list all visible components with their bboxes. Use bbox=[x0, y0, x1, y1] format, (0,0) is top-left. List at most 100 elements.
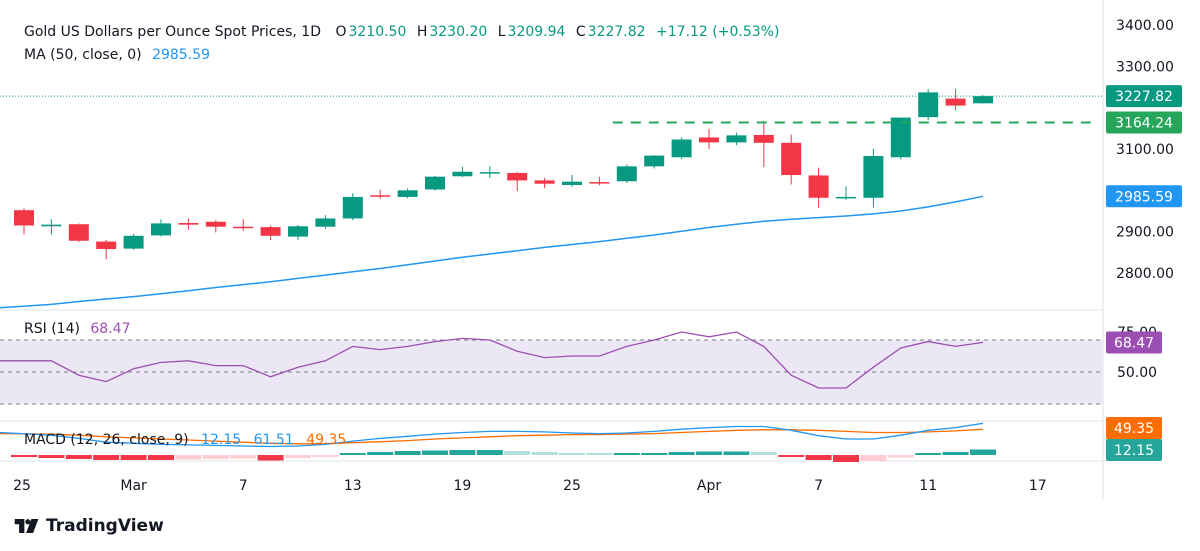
macd-legend: MACD (12, 26, close, 9) 12.15 61.51 49.3… bbox=[24, 432, 348, 448]
open-label: O bbox=[335, 24, 347, 40]
ma-layer bbox=[0, 195, 984, 309]
rsi-label: RSI (14) bbox=[24, 321, 80, 337]
macd-histogram-bar bbox=[230, 455, 257, 459]
price-tick-label: 3400.00 bbox=[1116, 18, 1174, 34]
candle-body bbox=[205, 221, 226, 227]
macd-value: 12.15 bbox=[201, 432, 242, 448]
candle-body bbox=[68, 224, 89, 241]
macd-histogram-bar bbox=[915, 453, 942, 455]
candle-body bbox=[370, 195, 391, 197]
level-price-tag-bg bbox=[1106, 111, 1182, 134]
candle-body bbox=[836, 196, 856, 199]
macd-line bbox=[0, 422, 984, 448]
candle-body bbox=[863, 156, 884, 198]
macd-histogram-bar bbox=[942, 452, 969, 455]
candle-body bbox=[918, 92, 939, 118]
macd-histogram-bar bbox=[394, 451, 421, 455]
macd-histogram-bar bbox=[613, 453, 640, 455]
grid-layer bbox=[0, 0, 1104, 500]
level-price-tag: 3164.24 bbox=[1115, 115, 1173, 131]
macd-histogram-bar bbox=[668, 452, 695, 455]
time-tick-label: 17 bbox=[1029, 478, 1047, 494]
macd-histogram-bar bbox=[120, 455, 147, 460]
candle-body bbox=[342, 196, 363, 219]
rsi-band bbox=[0, 340, 1103, 404]
ma-price-tag-bg bbox=[1106, 185, 1182, 208]
candle-body bbox=[123, 235, 144, 249]
last-price-tag-bg bbox=[1106, 85, 1182, 108]
macd-hist-tag-bg bbox=[1106, 417, 1162, 439]
macd-histogram-bar bbox=[449, 450, 476, 455]
price-tick-label: 2800.00 bbox=[1116, 266, 1174, 282]
time-tick-label: Mar bbox=[120, 478, 147, 494]
macd-value-tag: 12.15 bbox=[1114, 443, 1154, 459]
ma-line bbox=[0, 195, 984, 309]
macd-histogram-bar bbox=[833, 455, 859, 462]
time-tick-label: 7 bbox=[239, 478, 248, 494]
candle-body bbox=[562, 181, 582, 185]
candle-body bbox=[288, 226, 308, 237]
time-tick-label: 25 bbox=[563, 478, 581, 494]
macd-histogram-bar bbox=[285, 455, 311, 458]
price-tick-label: 3100.00 bbox=[1116, 142, 1174, 158]
macd-histogram-bar bbox=[860, 455, 887, 461]
change-value: +17.12 (+0.53%) bbox=[656, 24, 780, 40]
candle-body bbox=[397, 190, 418, 197]
rsi-value: 68.47 bbox=[90, 321, 131, 337]
time-tick-label: 11 bbox=[919, 478, 937, 494]
candle-body bbox=[699, 137, 719, 143]
macd-histogram-bar bbox=[65, 455, 92, 459]
last-price-tag: 3227.82 bbox=[1115, 89, 1173, 105]
ma-legend: MA (50, close, 0) 2985.59 bbox=[24, 47, 212, 63]
candle-body bbox=[671, 139, 692, 158]
candle-body bbox=[890, 117, 911, 158]
macd-histogram-bar bbox=[367, 452, 394, 455]
candle-body bbox=[726, 135, 747, 143]
candle-body bbox=[808, 175, 829, 198]
price-tick-label: 3300.00 bbox=[1116, 59, 1174, 75]
high-label: H bbox=[416, 24, 428, 40]
candle-body bbox=[781, 142, 802, 176]
candle-body bbox=[945, 98, 966, 106]
macd-histogram-bar bbox=[476, 450, 503, 455]
ma-label: MA (50, close, 0) bbox=[24, 47, 142, 63]
macd-hist-tag: 49.35 bbox=[1114, 421, 1154, 437]
tradingview-logo[interactable]: TradingView bbox=[14, 516, 164, 536]
time-tick-label: 7 bbox=[814, 478, 823, 494]
rsi-value-tag-bg bbox=[1106, 331, 1162, 354]
macd-histogram-bar bbox=[175, 455, 202, 460]
price-tick-label: 2900.00 bbox=[1116, 225, 1174, 241]
open-value: 3210.50 bbox=[348, 24, 407, 40]
close-label: C bbox=[575, 24, 586, 40]
macd-histogram-bar bbox=[257, 455, 284, 461]
macd-label: MACD (12, 26, close, 9) bbox=[24, 432, 189, 448]
time-tick-label: 13 bbox=[344, 478, 362, 494]
macd-histogram-bar bbox=[750, 452, 777, 455]
macd-histogram-bar bbox=[641, 453, 668, 455]
rsi-value-tag: 68.47 bbox=[1114, 335, 1154, 351]
candle-body bbox=[534, 180, 555, 184]
candle-body bbox=[973, 96, 993, 104]
macd-histogram-bar bbox=[723, 451, 750, 455]
macd-pane bbox=[0, 422, 996, 462]
candle-body bbox=[507, 172, 528, 181]
macd-hist-value: 49.35 bbox=[306, 432, 347, 448]
macd-histogram-bar bbox=[887, 455, 914, 458]
time-tick-label: 19 bbox=[453, 478, 471, 494]
macd-histogram-bar bbox=[778, 455, 805, 457]
axis-layer: 3400.00 3300.00 3100.00 2900.00 2800.00 3227.… bbox=[13, 18, 1182, 494]
rsi-pane bbox=[0, 331, 1103, 405]
macd-histogram-bar bbox=[312, 455, 339, 457]
candle-body bbox=[644, 155, 665, 167]
macd-histogram-bar bbox=[93, 455, 120, 460]
candle-body bbox=[479, 172, 500, 174]
candle-body bbox=[452, 171, 473, 177]
macd-signal-value: 61.51 bbox=[253, 432, 294, 448]
time-tick-label: 25 bbox=[13, 478, 31, 494]
candle-body bbox=[233, 226, 254, 229]
macd-histogram-bar bbox=[586, 453, 613, 455]
candle-body bbox=[151, 223, 171, 236]
rsi-line bbox=[0, 331, 984, 389]
tradingview-logo-icon bbox=[14, 519, 39, 533]
